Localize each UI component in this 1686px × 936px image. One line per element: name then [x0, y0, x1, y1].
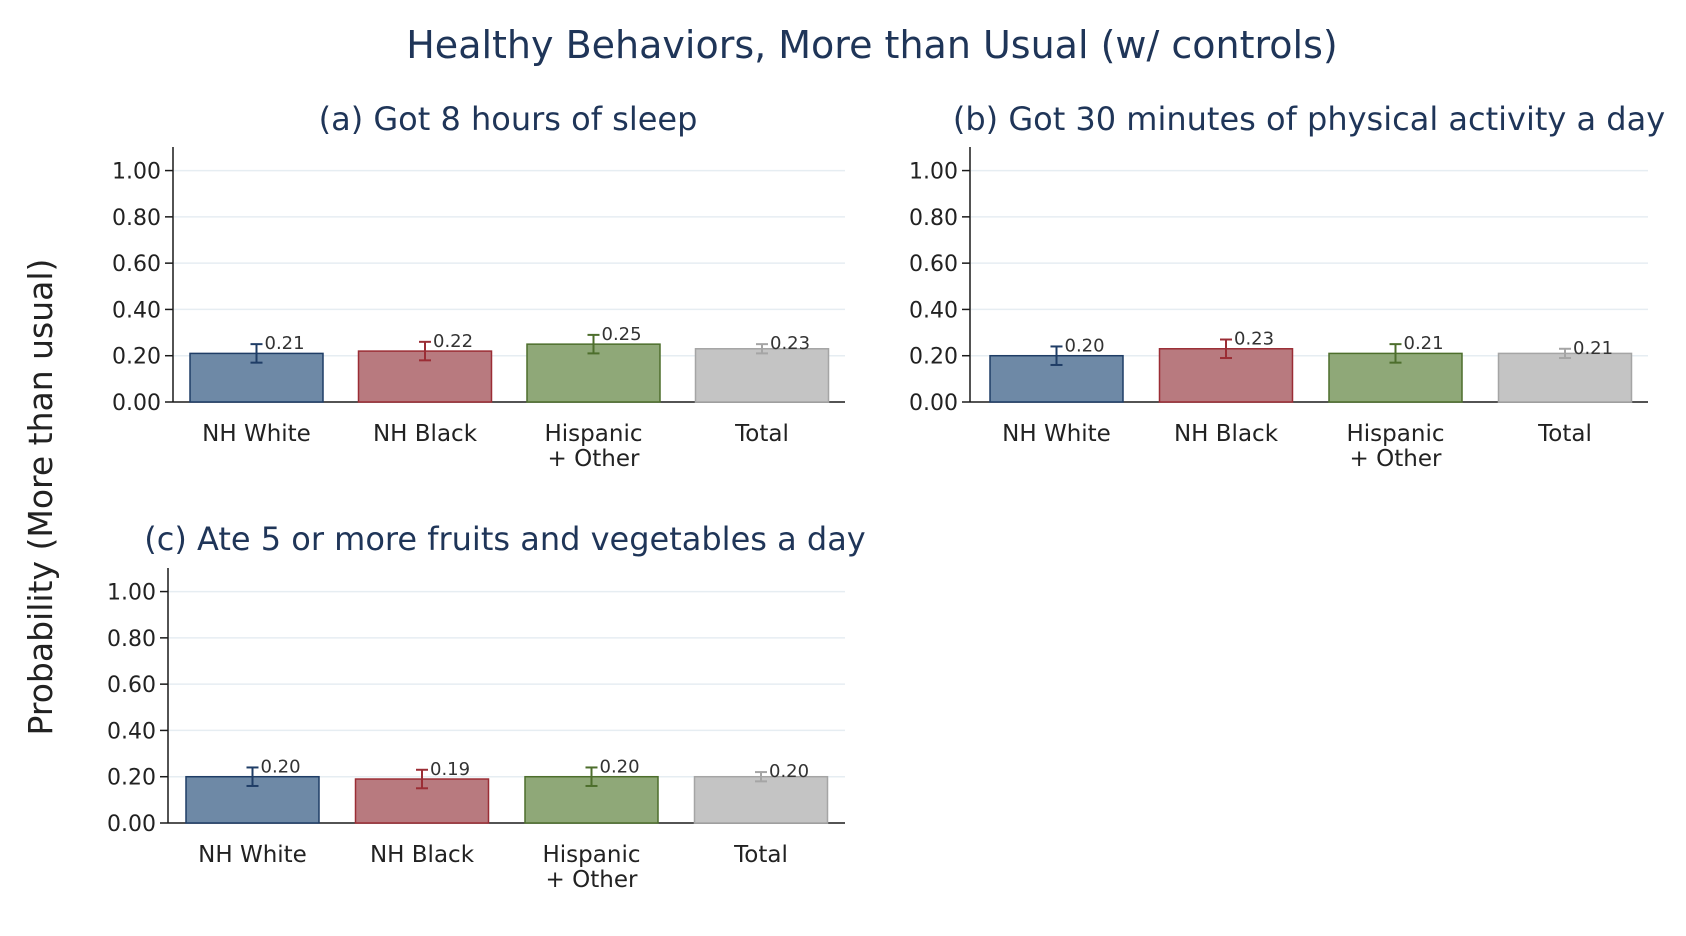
y-tick-label: 0.60: [112, 252, 161, 277]
y-tick-label: 1.00: [107, 581, 156, 606]
y-tick-label: 0.40: [909, 298, 958, 323]
y-tick-label: 0.80: [107, 627, 156, 652]
x-tick-label-hispanic-other: + Other: [1350, 446, 1442, 472]
value-label-nh-white: 0.20: [1065, 335, 1105, 356]
error-bar-hispanic-other: [585, 766, 598, 787]
y-tick-label: 0.60: [909, 252, 958, 277]
y-tick-label: 0.40: [107, 719, 156, 744]
x-tick-label-total: Total: [734, 421, 789, 447]
chart-panel-b: (b) Got 30 minutes of physical activity …: [909, 100, 1665, 472]
value-label-hispanic-other: 0.20: [600, 756, 640, 777]
value-label-nh-black: 0.19: [430, 759, 470, 780]
x-tick-label-nh-white: NH White: [1002, 421, 1111, 447]
bar-total: [693, 775, 829, 824]
value-label-nh-white: 0.21: [265, 333, 305, 354]
error-bar-hispanic-other: [587, 333, 600, 355]
y-tick-label: 0.20: [112, 345, 161, 370]
error-bar-nh-white: [1050, 345, 1063, 366]
bar-nh-white: [189, 352, 324, 403]
chart-panel-c: (c) Ate 5 or more fruits and vegetables …: [107, 520, 866, 893]
x-tick-label-nh-black: NH Black: [370, 842, 475, 868]
value-label-nh-black: 0.23: [1234, 329, 1274, 350]
error-bar-total: [755, 771, 767, 783]
panel-title-a: (a) Got 8 hours of sleep: [319, 100, 698, 138]
error-bar-nh-black: [416, 768, 428, 790]
y-axis-label: Probability (More than usual): [21, 259, 60, 736]
x-tick-label-nh-black: NH Black: [373, 421, 478, 447]
y-tick-label: 1.00: [112, 160, 161, 185]
y-tick-label: 1.00: [909, 160, 958, 185]
x-tick-label-hispanic-other: Hispanic: [543, 842, 641, 868]
value-label-nh-black: 0.22: [433, 331, 473, 352]
error-bar-hispanic-other: [1389, 343, 1402, 364]
error-bar-nh-black: [1220, 338, 1232, 360]
x-tick-label-hispanic-other: Hispanic: [545, 421, 643, 447]
y-tick-label: 0.00: [909, 391, 958, 416]
chart-panel-a: (a) Got 8 hours of sleep 0.00 0.20 0.40 0.60…: [112, 100, 845, 472]
y-tick-label: 0.60: [107, 673, 156, 698]
value-label-hispanic-other: 0.25: [602, 324, 642, 345]
x-tick-label-hispanic-other: Hispanic: [1347, 421, 1445, 447]
x-tick-label-hispanic-other: + Other: [548, 446, 640, 472]
panel-title-b: (b) Got 30 minutes of physical activity …: [953, 100, 1665, 138]
y-tick-label: 0.80: [112, 206, 161, 231]
error-bar-total: [756, 343, 768, 355]
x-tick-label-total: Total: [1537, 421, 1592, 447]
bar-total: [694, 348, 830, 403]
error-bar-nh-white: [250, 343, 263, 364]
y-tick-label: 0.00: [112, 391, 161, 416]
x-tick-label-nh-white: NH White: [202, 421, 311, 447]
y-tick-label: 0.00: [107, 812, 156, 837]
error-bar-nh-black: [419, 340, 431, 362]
figure-title: Healthy Behaviors, More than Usual (w/ c…: [406, 23, 1338, 67]
value-label-hispanic-other: 0.21: [1404, 333, 1444, 354]
x-tick-label-nh-black: NH Black: [1174, 421, 1279, 447]
bar-total: [1497, 352, 1633, 403]
x-tick-label-nh-white: NH White: [198, 842, 307, 868]
value-label-nh-white: 0.20: [261, 756, 301, 777]
y-tick-label: 0.40: [112, 298, 161, 323]
y-tick-label: 0.80: [909, 206, 958, 231]
error-bar-total: [1559, 347, 1571, 360]
x-tick-label-hispanic-other: + Other: [546, 867, 638, 893]
x-tick-label-total: Total: [733, 842, 788, 868]
error-bar-nh-white: [246, 766, 259, 787]
y-tick-label: 0.20: [107, 766, 156, 791]
value-label-total: 0.20: [769, 761, 809, 782]
panel-title-c: (c) Ate 5 or more fruits and vegetables …: [144, 520, 865, 558]
value-label-total: 0.21: [1573, 338, 1613, 359]
y-tick-label: 0.20: [909, 345, 958, 370]
value-label-total: 0.23: [770, 333, 810, 354]
